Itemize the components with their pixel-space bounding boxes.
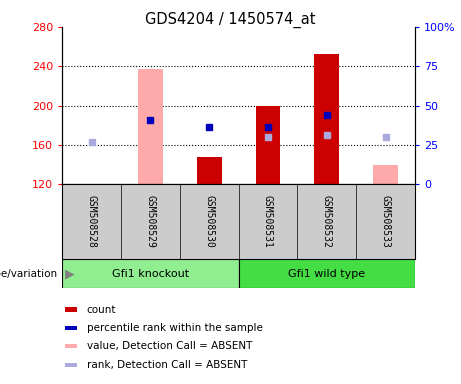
Bar [373, 165, 398, 184]
Text: rank, Detection Call = ABSENT: rank, Detection Call = ABSENT [87, 360, 247, 370]
Bar [255, 106, 280, 184]
Bar [239, 259, 415, 288]
Bar [65, 344, 77, 349]
Bar [62, 259, 239, 288]
Bar [79, 184, 104, 186]
Text: GDS4204 / 1450574_at: GDS4204 / 1450574_at [145, 12, 316, 28]
Bar [65, 326, 77, 330]
Text: Gfi1 wild type: Gfi1 wild type [288, 268, 365, 279]
Bar [314, 55, 339, 184]
Bar [138, 69, 163, 184]
Bar [65, 362, 77, 367]
Text: ▶: ▶ [65, 267, 74, 280]
Text: value, Detection Call = ABSENT: value, Detection Call = ABSENT [87, 341, 252, 351]
Text: Gfi1 knockout: Gfi1 knockout [112, 268, 189, 279]
Text: GSM508530: GSM508530 [204, 195, 214, 248]
Text: GSM508531: GSM508531 [263, 195, 273, 248]
Bar [65, 307, 77, 312]
Text: GSM508532: GSM508532 [322, 195, 332, 248]
Text: GSM508528: GSM508528 [87, 195, 97, 248]
Text: percentile rank within the sample: percentile rank within the sample [87, 323, 262, 333]
Text: GSM508533: GSM508533 [380, 195, 390, 248]
Text: genotype/variation: genotype/variation [0, 268, 58, 279]
Text: GSM508529: GSM508529 [145, 195, 155, 248]
Text: count: count [87, 305, 116, 314]
Bar [197, 157, 222, 184]
